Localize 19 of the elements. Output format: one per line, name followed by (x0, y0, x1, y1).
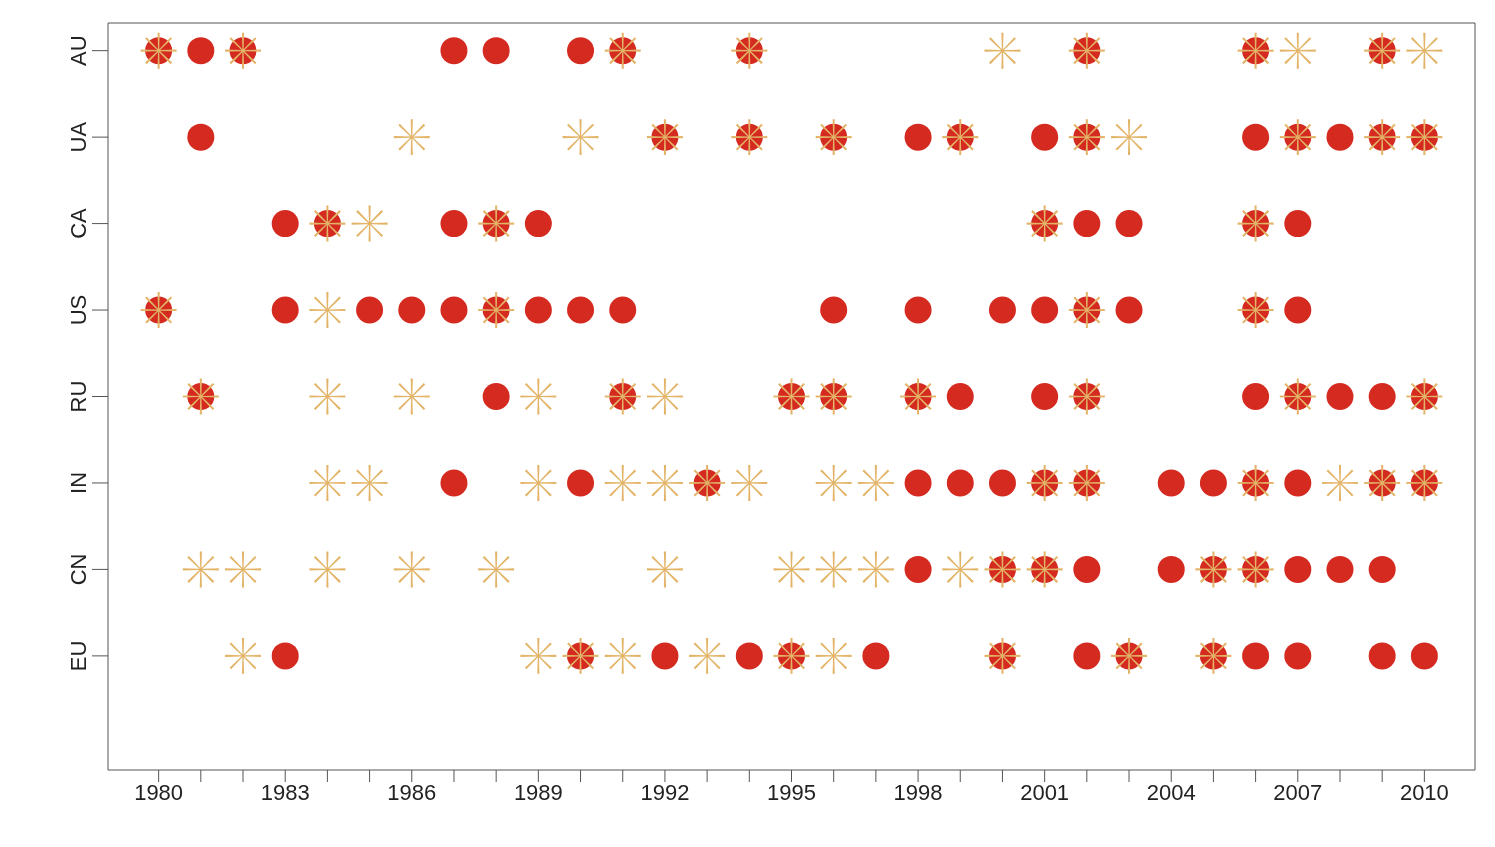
y-tick-label: AU (66, 35, 91, 66)
y-tick-label: UA (66, 121, 91, 153)
x-tick-label: 2010 (1399, 779, 1449, 805)
y-tick-label: EU (66, 640, 91, 672)
x-tick-label: 2001 (1020, 779, 1070, 805)
x-tick-label: 1992 (640, 779, 690, 805)
y-tick-label: US (66, 294, 91, 326)
x-tick-label: 1998 (893, 779, 943, 805)
x-tick-label: 1980 (134, 779, 184, 805)
x-tick-label: 1986 (387, 779, 437, 805)
y-tick-label: IN (66, 471, 91, 494)
x-tick-label: 1995 (767, 779, 816, 805)
x-tick-label: 1983 (260, 779, 310, 805)
x-tick-label: 2007 (1273, 779, 1323, 805)
x-tick-label: 2004 (1146, 779, 1196, 805)
y-tick-label: CN (66, 553, 91, 586)
y-tick-label: CA (66, 207, 91, 239)
x-tick-label: 1989 (513, 779, 563, 805)
y-tick-label: RU (66, 380, 91, 413)
